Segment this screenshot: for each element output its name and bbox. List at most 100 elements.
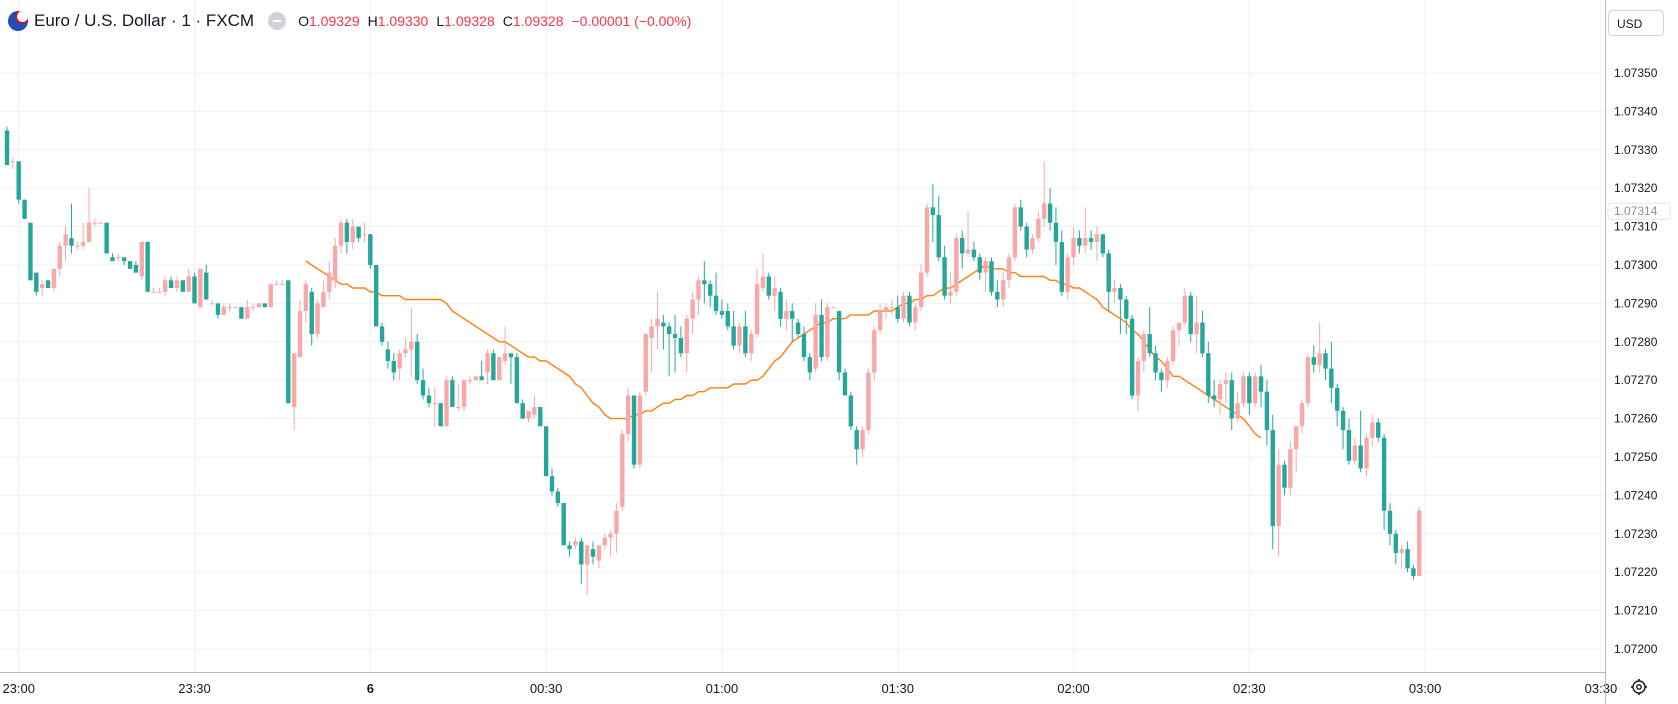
candle [502, 326, 508, 365]
candle [561, 503, 566, 546]
candle [1364, 433, 1369, 477]
candle [139, 241, 144, 281]
candle-body [965, 249, 971, 254]
candle [1381, 433, 1387, 530]
symbol-title[interactable]: Euro / U.S. Dollar · 1 · FXCM [34, 11, 255, 30]
candle [303, 280, 309, 323]
x-tick-label: 23:00 [2, 681, 35, 696]
current-price-label: 1.07314 [1614, 204, 1658, 218]
candle-body [602, 537, 607, 546]
candle-body [291, 353, 297, 408]
candle [1018, 199, 1023, 231]
candle-body [901, 295, 906, 319]
candle [22, 199, 27, 219]
candle-body [250, 307, 256, 309]
candle-body [1124, 299, 1129, 319]
candle [1112, 280, 1117, 304]
candle-body [971, 249, 977, 258]
candle-body [836, 311, 842, 373]
candle [913, 303, 918, 331]
candle [690, 291, 695, 335]
candle [1176, 322, 1182, 346]
candle-body [1317, 353, 1322, 365]
candle [1047, 188, 1053, 231]
candle-body [713, 295, 719, 312]
candle-body [274, 284, 279, 286]
candle [215, 303, 221, 319]
candle-body [989, 261, 994, 292]
candle [1340, 407, 1346, 450]
candle [204, 264, 209, 300]
candle-body [514, 357, 520, 404]
candle [1200, 311, 1205, 358]
candles-layer [4, 126, 1422, 596]
candle [538, 407, 543, 427]
candle-body [1106, 253, 1111, 292]
candle [625, 387, 631, 442]
candle [526, 410, 531, 423]
currency-selector[interactable]: USD [1608, 10, 1664, 36]
candle [573, 537, 578, 550]
candle-body [338, 222, 344, 246]
candle-body [415, 341, 420, 381]
candle [133, 261, 139, 273]
candle [549, 468, 555, 496]
high-label: H [367, 13, 378, 29]
x-tick-label: 02:00 [1057, 681, 1090, 696]
candle [385, 341, 391, 369]
candle-body [63, 234, 68, 246]
candle-body [420, 380, 426, 396]
candle [649, 318, 654, 373]
candle-body [596, 545, 602, 561]
settings-gear-icon[interactable] [1630, 678, 1648, 696]
candle-body [456, 407, 461, 409]
candle [743, 311, 748, 358]
candle [315, 299, 320, 338]
visibility-toggle-icon[interactable] [268, 12, 287, 30]
candle [989, 257, 994, 296]
candle [1317, 322, 1322, 373]
candle-body [1159, 372, 1164, 381]
candle-body [151, 291, 156, 293]
candle [456, 384, 461, 411]
candle-body [678, 337, 684, 354]
candle-body [157, 291, 162, 293]
candle-body [883, 307, 889, 312]
candle-body [391, 360, 396, 373]
candle [1129, 314, 1135, 400]
candle [1135, 357, 1141, 411]
candle-body [661, 322, 666, 327]
candle-body [444, 380, 449, 427]
candle-body [491, 353, 496, 381]
candle-body [198, 268, 203, 308]
candle-body [1417, 510, 1422, 576]
candle-body [1182, 295, 1188, 323]
candle-body [1270, 430, 1275, 527]
candle [291, 353, 297, 431]
candle [930, 184, 936, 242]
candle [1405, 541, 1410, 573]
candle-body [1065, 257, 1070, 292]
candle [10, 157, 16, 169]
candle-body [28, 222, 33, 281]
candle [579, 537, 584, 584]
candle-body [725, 311, 730, 327]
candle-body [538, 407, 543, 427]
candle-body [1387, 510, 1393, 534]
candle-body [332, 245, 338, 281]
candle [1247, 372, 1252, 415]
candle [75, 241, 80, 250]
candle-body [655, 318, 660, 327]
candle [280, 280, 285, 286]
candle-body [561, 503, 566, 546]
candle-body [1088, 238, 1094, 242]
candle-body [80, 241, 86, 246]
candle [795, 318, 801, 338]
candle-body [1241, 376, 1246, 404]
candle [4, 126, 10, 166]
candle-body [1376, 422, 1381, 438]
candle-body [180, 280, 185, 292]
candle-body [327, 272, 332, 292]
candle [1083, 207, 1088, 254]
